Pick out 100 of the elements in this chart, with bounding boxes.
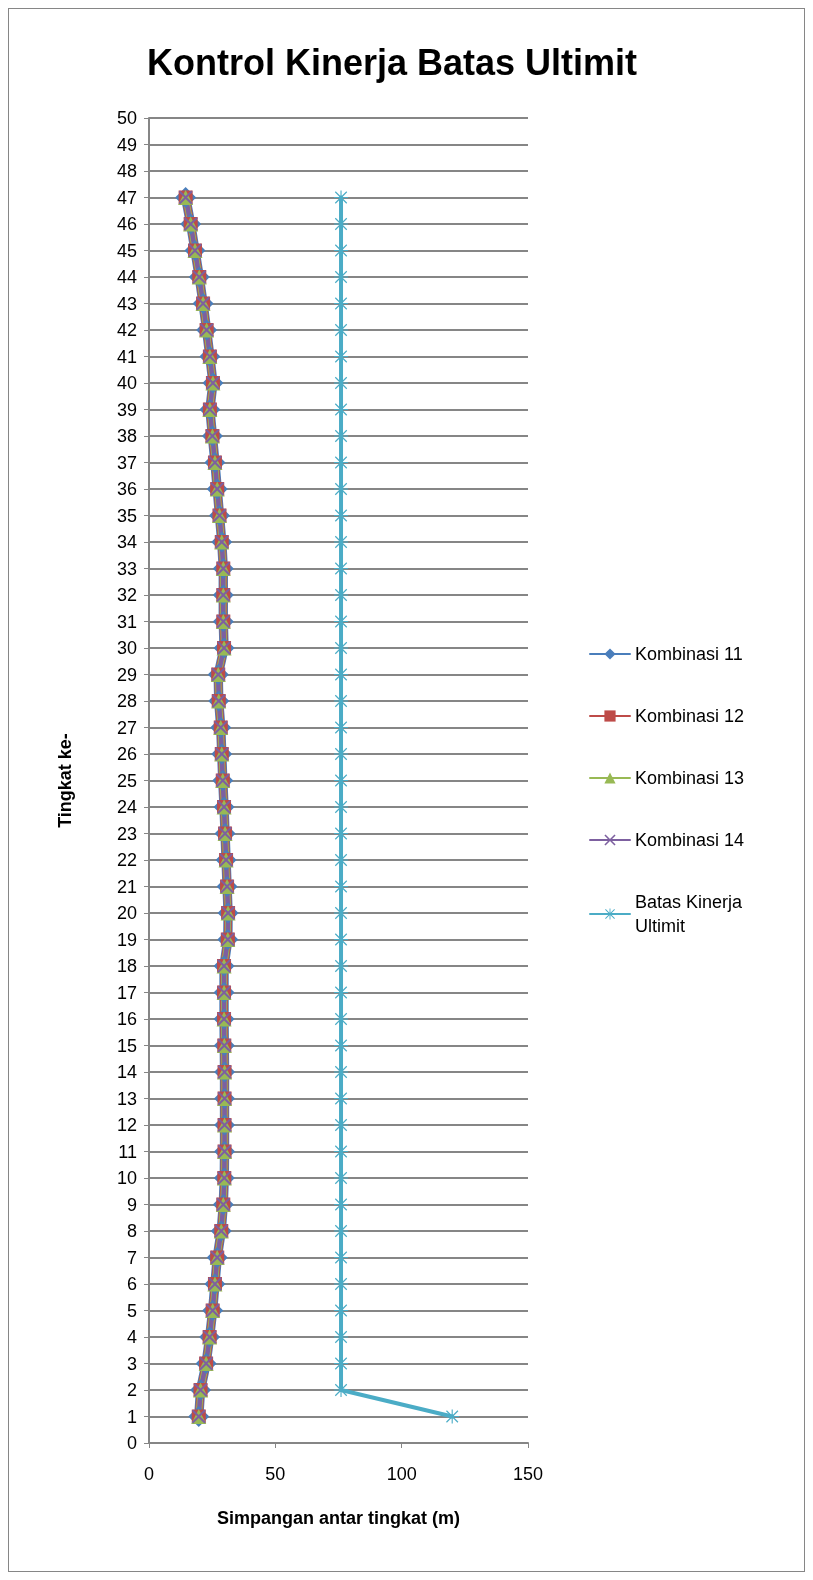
legend-label: Kombinasi 12 xyxy=(635,706,745,726)
y-tick-label: 33 xyxy=(116,558,137,579)
y-tick-label: 41 xyxy=(116,346,137,367)
point xyxy=(334,985,349,1000)
y-tick-label: 34 xyxy=(116,532,137,552)
point xyxy=(334,959,349,973)
y-tick-label: 19 xyxy=(116,929,137,950)
chart-title: Kontrol Kinerja Batas Ultimit xyxy=(147,41,638,83)
y-tick-label: 25 xyxy=(116,770,137,791)
point xyxy=(334,800,349,814)
y-tick-label: 50 xyxy=(116,108,137,128)
point xyxy=(334,932,349,947)
y-tick-label: 26 xyxy=(116,744,137,764)
y-tick-label: 49 xyxy=(116,134,137,155)
point xyxy=(334,720,349,735)
point xyxy=(334,773,349,788)
y-tick-label: 28 xyxy=(116,691,137,711)
y-tick-label: 2 xyxy=(126,1380,137,1400)
point xyxy=(334,1144,349,1159)
y-tick-label: 12 xyxy=(116,1115,137,1135)
y-tick-label: 32 xyxy=(116,585,137,605)
legend-label: Kombinasi 14 xyxy=(635,830,745,850)
y-tick-label: 37 xyxy=(116,452,137,473)
y-tick-label: 18 xyxy=(116,956,137,976)
point xyxy=(334,190,349,205)
point xyxy=(334,1038,349,1053)
x-tick-label: 0 xyxy=(143,1464,155,1484)
y-tick-label: 39 xyxy=(116,399,137,420)
y-tick-label: 7 xyxy=(126,1247,137,1268)
point xyxy=(334,1118,349,1132)
y-tick-label: 23 xyxy=(116,823,137,844)
point xyxy=(334,535,349,549)
y-tick-label: 46 xyxy=(116,214,137,234)
y-tick-label: 31 xyxy=(116,611,137,632)
point xyxy=(334,1224,349,1238)
y-tick-label: 14 xyxy=(116,1062,137,1082)
y-tick-label: 20 xyxy=(116,903,137,923)
point xyxy=(334,1303,349,1318)
point xyxy=(334,482,349,496)
y-tick-label: 21 xyxy=(116,876,137,897)
legend-label: Batas Kinerja Ultimit xyxy=(635,892,748,936)
x-tick-label: 150 xyxy=(512,1464,544,1484)
y-tick-label: 29 xyxy=(116,664,137,685)
point xyxy=(334,270,349,284)
point xyxy=(334,1012,349,1026)
point xyxy=(334,614,349,629)
y-tick-label: 44 xyxy=(116,267,137,287)
point xyxy=(334,747,349,761)
x-tick-label: 50 xyxy=(265,1464,286,1484)
y-tick-label: 40 xyxy=(116,373,137,393)
point xyxy=(334,349,349,364)
point xyxy=(334,588,349,602)
y-tick-label: 17 xyxy=(116,982,137,1003)
x-tick-label: 100 xyxy=(386,1464,417,1484)
y-tick-label: 5 xyxy=(126,1300,137,1321)
y-tick-label: 11 xyxy=(118,1141,137,1162)
point xyxy=(334,1383,349,1397)
y-tick-label: 30 xyxy=(116,638,137,658)
point xyxy=(334,1197,349,1212)
y-tick-label: 24 xyxy=(116,797,137,817)
point xyxy=(334,1356,349,1371)
y-tick-label: 36 xyxy=(116,479,137,499)
y-tick-label: 15 xyxy=(116,1035,137,1056)
point xyxy=(334,1171,349,1185)
legend-label: Kombinasi 11 xyxy=(635,644,743,664)
y-tick-label: 27 xyxy=(116,717,137,738)
y-tick-label: 1 xyxy=(126,1406,137,1427)
y-tick-label: 10 xyxy=(116,1168,137,1188)
point xyxy=(334,296,349,311)
x-axis-title: Simpangan antar tingkat (m) xyxy=(216,1508,461,1528)
point xyxy=(334,508,349,523)
y-tick-label: 16 xyxy=(116,1009,137,1029)
point xyxy=(334,1065,349,1079)
point xyxy=(334,429,349,443)
y-tick-label: 0 xyxy=(126,1433,137,1453)
point xyxy=(334,641,349,655)
point xyxy=(334,667,349,682)
y-tick-label: 43 xyxy=(116,293,137,314)
point xyxy=(334,1250,349,1265)
y-tick-label: 13 xyxy=(116,1088,137,1109)
point xyxy=(334,1330,349,1344)
point xyxy=(334,376,349,390)
y-tick-label: 35 xyxy=(116,505,137,526)
y-tick-label: 22 xyxy=(116,850,137,870)
y-tick-label: 9 xyxy=(126,1194,137,1215)
point xyxy=(334,1277,349,1291)
point xyxy=(334,879,349,894)
y-tick-label: 42 xyxy=(116,320,137,340)
y-tick-label: 8 xyxy=(126,1221,137,1241)
y-tick-label: 6 xyxy=(126,1274,137,1294)
legend-label: Kombinasi 13 xyxy=(635,768,745,788)
point xyxy=(334,243,349,258)
y-tick-label: 3 xyxy=(126,1353,137,1374)
y-tick-label: 4 xyxy=(126,1327,137,1347)
point xyxy=(334,455,349,470)
y-tick-label: 47 xyxy=(116,187,137,208)
point xyxy=(334,217,349,231)
point xyxy=(445,1409,460,1424)
point xyxy=(334,402,349,417)
point xyxy=(334,694,349,708)
